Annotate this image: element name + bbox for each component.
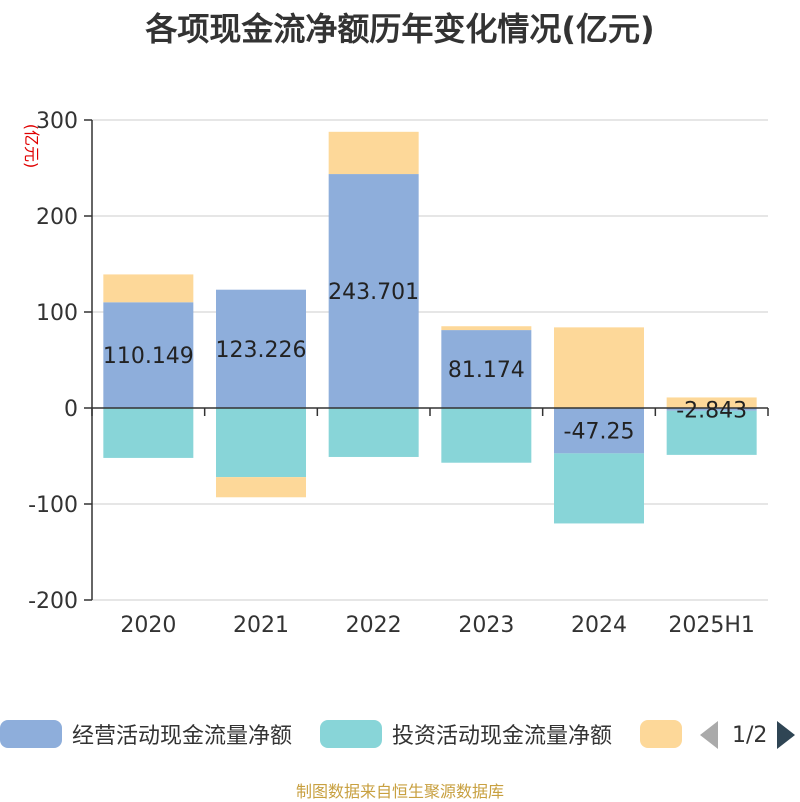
bar-series2-2021 [216, 477, 306, 498]
legend-swatch-investing [320, 720, 382, 748]
bar-series1-2023 [441, 408, 532, 463]
x-tick-label: 2025H1 [668, 613, 755, 638]
bar-series1-2024 [554, 453, 644, 524]
x-tick-label: 2024 [571, 613, 627, 638]
bar-series0-2021 [216, 289, 306, 408]
y-tick-label: 200 [36, 205, 78, 230]
bar-series1-2022 [328, 408, 419, 457]
chart-title: 各项现金流净额历年变化情况(亿元) [145, 10, 655, 48]
bar-series2-2022 [328, 131, 419, 175]
data-label: 81.174 [448, 358, 525, 383]
bar-series0-2025H1 [666, 408, 757, 411]
bar-series0-2024 [554, 408, 644, 454]
bar-series1-2025H1 [666, 410, 757, 455]
x-tick-label: 2023 [458, 613, 514, 638]
data-label: 110.149 [103, 344, 194, 369]
data-label: -2.843 [676, 398, 747, 423]
data-label: -47.25 [564, 420, 635, 445]
pager-prev-icon[interactable] [700, 721, 718, 749]
legend-item-operating[interactable]: 经营活动现金流量净额 [0, 716, 292, 752]
y-tick-label: 300 [36, 109, 78, 134]
bar-series2-2020 [103, 274, 194, 303]
bar-chart: -200 -100 0 100 200 300(亿元) 2020 2021 2022 2023 20… [22, 109, 769, 638]
data-label: 243.701 [328, 280, 419, 305]
bar-series2-2024 [554, 327, 644, 408]
legend: 经营活动现金流量净额 投资活动现金流量净额 [0, 716, 800, 756]
bar-series2-2023 [441, 326, 532, 331]
bar-series0-2023 [441, 330, 532, 408]
bar-series0-2022 [328, 174, 419, 408]
legend-item-investing[interactable]: 投资活动现金流量净额 [320, 716, 612, 752]
x-tick-label: 2021 [233, 613, 289, 638]
bar-series1-2021 [216, 408, 306, 478]
y-tick-label: -200 [28, 589, 78, 614]
y-tick-label: -100 [28, 493, 78, 518]
x-tick-label: 2022 [346, 613, 402, 638]
y-tick-label: 100 [36, 301, 78, 326]
legend-pager: 1/2 [700, 720, 796, 750]
pager-next-icon[interactable] [777, 721, 796, 749]
legend-label-investing: 投资活动现金流量净额 [392, 724, 613, 749]
data-source: 制图数据来自恒生聚源数据库 [295, 782, 504, 801]
y-axis-label: (亿元) [22, 124, 41, 169]
data-label: 123.226 [216, 338, 307, 363]
legend-swatch-third [640, 720, 682, 748]
bar-series1-2020 [103, 408, 194, 458]
y-tick-label: 0 [64, 397, 78, 422]
bar-series2-2025H1 [666, 397, 757, 408]
legend-item-third[interactable] [640, 716, 682, 752]
x-tick-label: 2020 [120, 613, 176, 638]
legend-label-operating: 经营活动现金流量净额 [72, 724, 293, 749]
bar-series0-2020 [103, 302, 194, 408]
legend-swatch-operating [0, 720, 62, 748]
pager-page-text: 1/2 [732, 722, 768, 748]
